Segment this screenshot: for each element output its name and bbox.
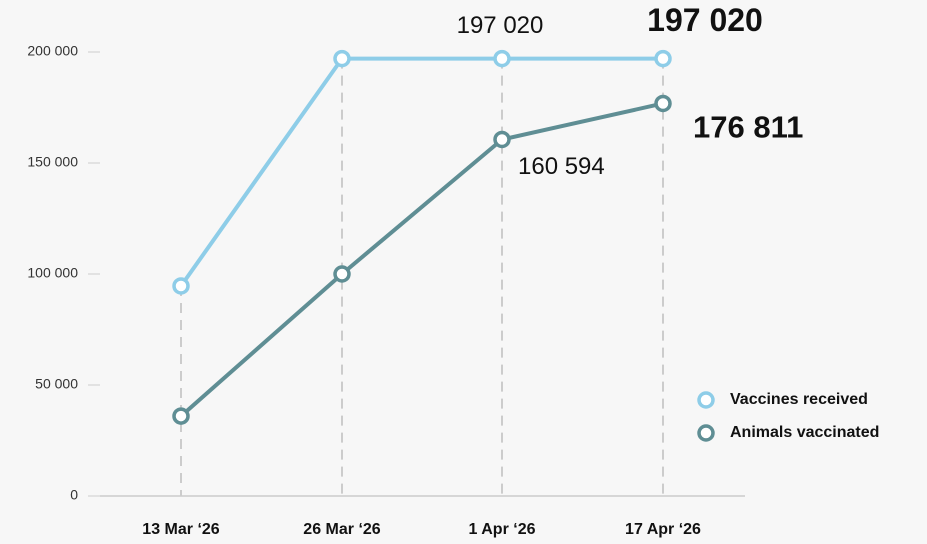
x-tick-label: 1 Apr ‘26 xyxy=(469,521,536,538)
y-tick-label: 150 000 xyxy=(27,154,78,170)
point-marker xyxy=(493,130,511,149)
legend-marker xyxy=(697,391,715,409)
point-marker xyxy=(654,49,672,68)
data-label: 197 020 xyxy=(457,12,544,39)
legend-label: Vaccines received xyxy=(730,391,868,408)
y-tick-label: 50 000 xyxy=(35,376,78,392)
series-line xyxy=(179,101,664,418)
data-label: 197 020 xyxy=(647,2,763,38)
legend-label: Animals vaccinated xyxy=(730,424,879,441)
x-tick-label: 17 Apr ‘26 xyxy=(625,521,701,538)
data-label: 160 594 xyxy=(518,153,605,180)
x-tick-label: 26 Mar ‘26 xyxy=(303,521,380,538)
x-tick-label: 13 Mar ‘26 xyxy=(142,521,219,538)
y-tick-label: 0 xyxy=(70,487,78,503)
legend-marker xyxy=(697,424,715,442)
point-marker xyxy=(172,277,190,295)
point-marker xyxy=(172,407,190,425)
point-marker xyxy=(493,49,511,68)
series-line xyxy=(179,56,663,288)
point-marker xyxy=(333,49,351,68)
point-marker xyxy=(654,94,672,113)
point-marker xyxy=(333,265,351,283)
y-tick-label: 200 000 xyxy=(27,43,78,59)
y-tick-label: 100 000 xyxy=(27,265,78,281)
data-label: 176 811 xyxy=(693,110,803,145)
